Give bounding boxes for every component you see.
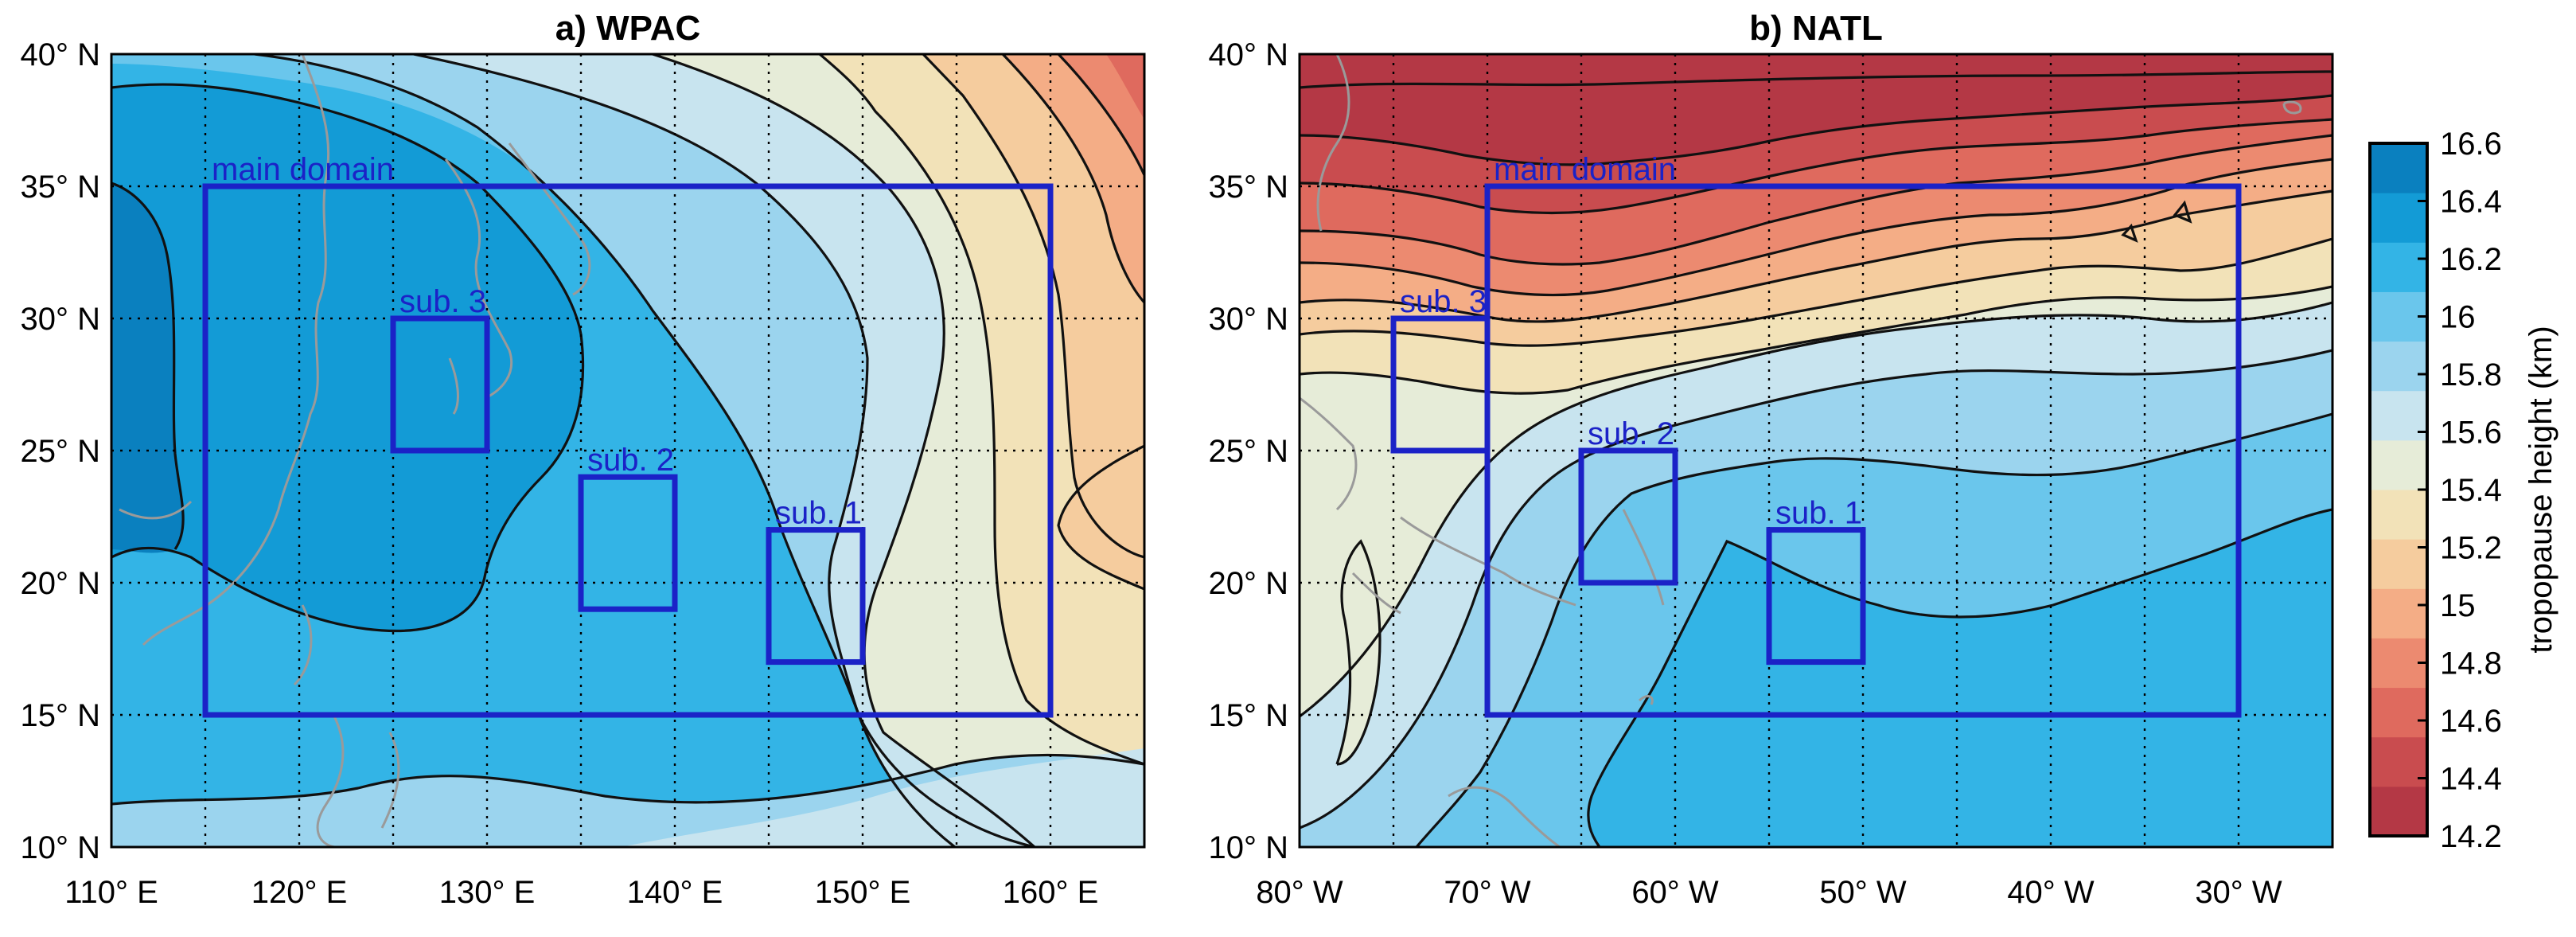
contour-lines [111, 54, 1144, 847]
colorbar-tick-label: 15 [2440, 588, 2476, 623]
lat-tick-label: 20° N [1209, 566, 1289, 601]
contour-band [111, 84, 583, 631]
lon-tick-label: 60° W [1631, 875, 1719, 910]
lon-tick-label: 40° W [2007, 875, 2095, 910]
lon-tick-labels-natl: 80° W 70° W 60° W 50° W 40° W 30° W [1256, 875, 2282, 910]
lat-tick-label: 25° N [1209, 434, 1289, 469]
contour-band [1058, 54, 1144, 175]
colorbar-swatch [2370, 242, 2427, 292]
lat-tick-label: 40° N [1209, 37, 1289, 72]
domain-box-sub-3 [1390, 315, 1491, 454]
lon-tick-label: 150° E [815, 875, 911, 910]
colorbar-swatch [2370, 439, 2427, 490]
colorbar: 16.6 16.4 16.2 16 15.8 15.6 15.4 15.2 15 14.8 14.6… [2368, 127, 2558, 854]
contour-band [1300, 54, 2332, 165]
lat-tick-label: 25° N [21, 434, 101, 469]
map-frame-wpac [110, 53, 1146, 849]
contour-band [1058, 446, 1144, 589]
contour-band [1337, 541, 1380, 764]
colorbar-label: tropopause height (km) [2523, 326, 2558, 653]
colorbar-tick-label: 15.2 [2440, 531, 2502, 566]
domain-box-label: main domain [1494, 152, 1676, 187]
domain-box-label: sub. 1 [775, 496, 862, 531]
domain-box-label: sub. 3 [399, 284, 486, 319]
colorbar-tick-label: 16.6 [2440, 127, 2502, 162]
coastlines [119, 54, 591, 847]
lat-tick-label: 40° N [21, 37, 101, 72]
lon-tick-label: 80° W [1256, 875, 1343, 910]
domain-box-label: sub. 2 [587, 443, 674, 478]
domain-box-sub-2 [1578, 447, 1678, 586]
contour-lines [1300, 70, 2332, 847]
colorbar-swatch [2370, 143, 2427, 193]
panel-title-natl: b) NATL [1749, 9, 1883, 48]
lat-tick-label: 35° N [1209, 170, 1289, 205]
lon-tick-label: 30° W [2195, 875, 2282, 910]
lon-tick-label: 130° E [439, 875, 536, 910]
domain-box-main-domain [202, 183, 1054, 718]
colorbar-tick-label: 14.6 [2440, 704, 2502, 739]
lon-tick-label: 160° E [1003, 875, 1099, 910]
lat-tick-label: 30° N [1209, 302, 1289, 337]
colorbar-swatch [2370, 588, 2427, 638]
lat-tick-label: 30° N [21, 302, 101, 337]
domain-box-label: sub. 3 [1400, 284, 1487, 319]
domain-box-sub-3 [390, 315, 490, 454]
colorbar-tick-label: 14.4 [2440, 762, 2502, 797]
panel-natl: b) NATL [1209, 9, 2334, 910]
lat-tick-label: 15° N [21, 698, 101, 733]
contour-band [621, 748, 1144, 847]
contour-band [111, 183, 184, 553]
colorbar-tick-label: 14.2 [2440, 819, 2502, 854]
lat-tick-label: 10° N [1209, 830, 1289, 865]
lat-tick-label: 10° N [21, 830, 101, 865]
lat-tick-labels-wpac: 10° N 15° N 20° N 25° N 30° N 35° N 40° N [21, 37, 101, 865]
colorbar-tick-label: 15.4 [2440, 473, 2502, 508]
colorbar-tick-labels: 16.6 16.4 16.2 16 15.8 15.6 15.4 15.2 15 14.8 14.6… [2418, 127, 2502, 854]
panel-title-wpac: a) WPAC [555, 9, 701, 48]
lon-tick-label: 120° E [251, 875, 348, 910]
domain-box-sub-1 [1766, 527, 1866, 666]
colorbar-swatch [2370, 786, 2427, 837]
lat-tick-label: 15° N [1209, 698, 1289, 733]
colorbar-tick-label: 15.6 [2440, 416, 2502, 451]
contour-band [1106, 54, 1144, 119]
domain-box-label: sub. 1 [1775, 496, 1862, 531]
colorbar-tick-label: 16 [2440, 300, 2476, 335]
domain-box-label: sub. 2 [1588, 416, 1674, 451]
lat-tick-label: 20° N [21, 566, 101, 601]
colorbar-swatch [2370, 490, 2427, 540]
contour-band [923, 54, 1144, 557]
colorbar-tick-label: 16.2 [2440, 242, 2502, 277]
domain-box-sub-2 [578, 474, 678, 612]
lon-tick-labels-wpac: 110° E 120° E 130° E 140° E 150° E 160° E [64, 875, 1098, 910]
lon-tick-label: 50° W [1819, 875, 1907, 910]
colorbar-tick-label: 14.8 [2440, 646, 2502, 681]
colorbar-tick-label: 16.4 [2440, 185, 2502, 220]
domain-boxes-natl: main domain sub. 3 sub. 2 sub. 1 [1390, 152, 2242, 718]
panel-wpac: a) WPAC [21, 9, 1146, 910]
colorbar-swatch [2370, 341, 2427, 392]
lon-tick-label: 140° E [627, 875, 723, 910]
domain-box-sub-1 [766, 527, 866, 666]
colorbar-swatches [2370, 143, 2427, 837]
lat-tick-labels-natl: 10° N 15° N 20° N 25° N 30° N 35° N 40° N [1209, 37, 1289, 865]
lon-tick-label: 70° W [1444, 875, 1531, 910]
domain-boxes-wpac: main domain sub. 3 sub. 2 sub. 1 [202, 152, 1054, 718]
coastlines [1300, 54, 2302, 847]
map-frame-natl [1298, 53, 2334, 849]
domain-box-label: main domain [212, 152, 394, 187]
lat-tick-label: 35° N [21, 170, 101, 205]
lon-tick-label: 110° E [64, 875, 158, 910]
colorbar-swatch [2370, 687, 2427, 738]
colorbar-tick-label: 15.8 [2440, 357, 2502, 392]
